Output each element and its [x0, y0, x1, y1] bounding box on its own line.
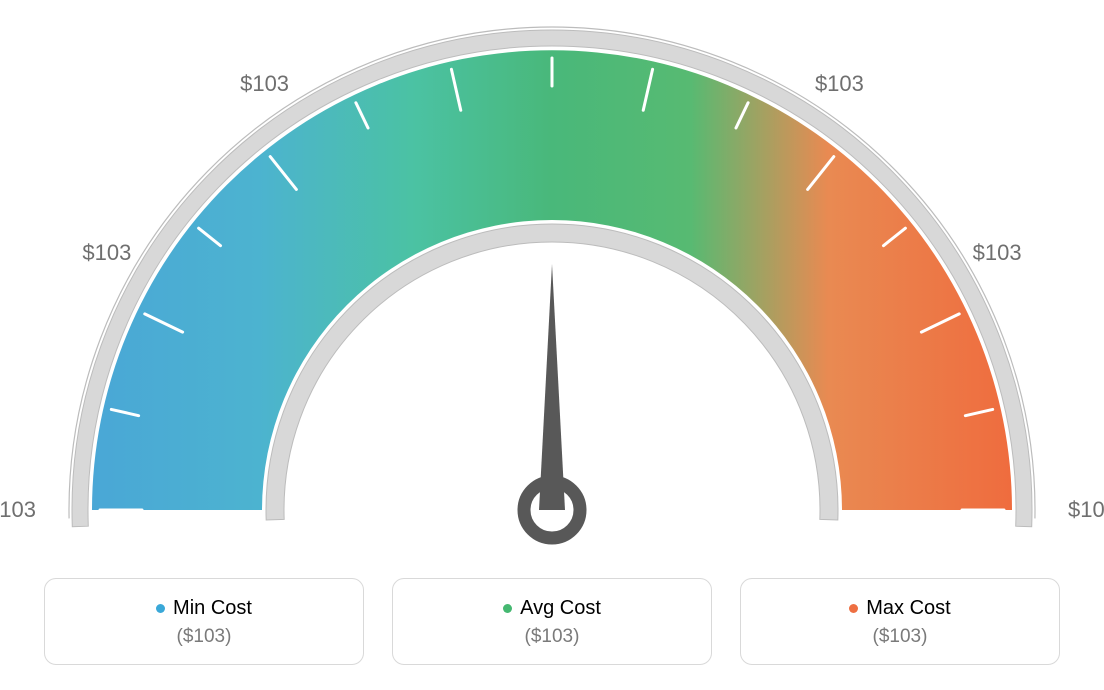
cost-gauge: $103 $103 $103 $103 $103 $103 $103	[0, 0, 1104, 560]
legend-min: Min Cost ($103)	[44, 578, 364, 665]
svg-text:$103: $103	[528, 0, 577, 2]
legend-avg-value: ($103)	[413, 626, 691, 648]
svg-text:$103: $103	[1068, 497, 1104, 522]
svg-text:$103: $103	[815, 71, 864, 96]
legend-row: Min Cost ($103) Avg Cost ($103) Max Cost…	[0, 578, 1104, 665]
svg-text:$103: $103	[973, 240, 1022, 265]
legend-max-value: ($103)	[761, 626, 1039, 648]
legend-min-dot-icon	[156, 604, 165, 613]
svg-text:$103: $103	[240, 71, 289, 96]
svg-text:$103: $103	[82, 240, 131, 265]
legend-avg: Avg Cost ($103)	[392, 578, 712, 665]
legend-avg-title: Avg Cost	[413, 597, 691, 620]
svg-text:$103: $103	[0, 497, 36, 522]
legend-avg-label: Avg Cost	[520, 597, 601, 620]
legend-min-value: ($103)	[65, 626, 343, 648]
legend-avg-dot-icon	[503, 604, 512, 613]
legend-max-dot-icon	[849, 604, 858, 613]
legend-min-label: Min Cost	[173, 597, 252, 620]
legend-max-title: Max Cost	[761, 597, 1039, 620]
legend-max: Max Cost ($103)	[740, 578, 1060, 665]
legend-min-title: Min Cost	[65, 597, 343, 620]
gauge-svg: $103 $103 $103 $103 $103 $103 $103	[0, 0, 1104, 560]
legend-max-label: Max Cost	[866, 597, 950, 620]
